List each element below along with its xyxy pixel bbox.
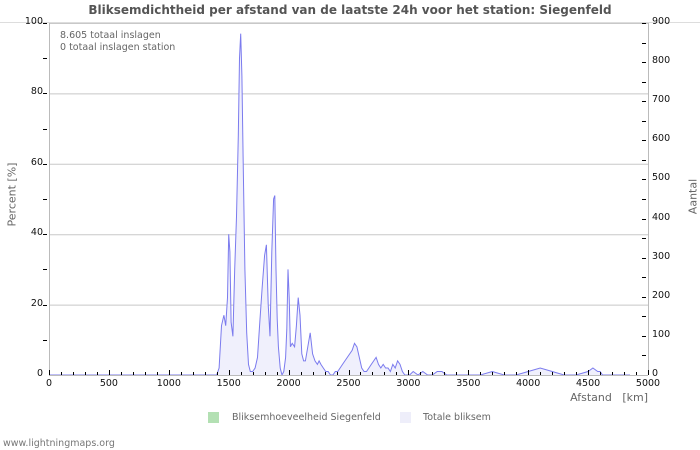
legend-swatch-total bbox=[400, 412, 411, 423]
y-left-tick-label: 20 bbox=[30, 297, 43, 309]
x-tick-label: 1000 bbox=[156, 378, 181, 389]
y-right-tick-label: 0 bbox=[652, 368, 659, 379]
x-tick-label: 4000 bbox=[516, 378, 541, 389]
x-tick-label: 1500 bbox=[216, 378, 241, 389]
x-tick-label: 500 bbox=[99, 378, 118, 389]
x-tick-label: 2500 bbox=[336, 378, 361, 389]
station-strikes-text: 0 totaal inslagen station bbox=[60, 42, 176, 53]
y-right-tick-label: 900 bbox=[652, 16, 671, 27]
x-tick-label: 3000 bbox=[396, 378, 421, 389]
y-right-tick-label: 700 bbox=[652, 94, 671, 106]
y-right-tick-label: 500 bbox=[652, 172, 671, 184]
y-axis-right-label: Aantal bbox=[686, 178, 700, 215]
chart-title: Bliksemdichtheid per afstand van de laat… bbox=[88, 3, 612, 17]
legend-label-total: Totale bliksem bbox=[423, 412, 491, 423]
footer-source-link[interactable]: www.lightningmaps.org bbox=[3, 438, 115, 449]
y-right-tick-label: 400 bbox=[652, 211, 671, 223]
y-right-tick-label: 200 bbox=[652, 289, 671, 301]
x-tick-label: 5000 bbox=[635, 378, 661, 389]
y-right-tick-label: 300 bbox=[652, 250, 671, 262]
total-strikes-text: 8.605 totaal inslagen bbox=[60, 30, 161, 41]
y-left-tick-label: 100 bbox=[24, 16, 43, 27]
x-tick-label: 0 bbox=[45, 378, 53, 389]
y-right-tick-label: 800 bbox=[652, 55, 671, 67]
legend-swatch-station bbox=[208, 412, 219, 423]
y-left-tick-label: 0 bbox=[36, 368, 43, 379]
y-right-tick-label: 600 bbox=[652, 133, 671, 145]
y-left-tick-label: 40 bbox=[30, 227, 43, 239]
x-tick-label: 3500 bbox=[456, 378, 481, 389]
legend-label-station: Bliksemhoeveelheid Siegenfeld bbox=[232, 412, 381, 423]
y-right-tick-label: 100 bbox=[652, 328, 671, 340]
x-axis-label: Afstand [km] bbox=[570, 391, 648, 404]
y-left-tick-label: 60 bbox=[30, 156, 43, 168]
x-tick-label: 2000 bbox=[276, 378, 301, 389]
x-tick-label: 4500 bbox=[576, 378, 601, 389]
y-left-tick-label: 80 bbox=[30, 86, 43, 98]
